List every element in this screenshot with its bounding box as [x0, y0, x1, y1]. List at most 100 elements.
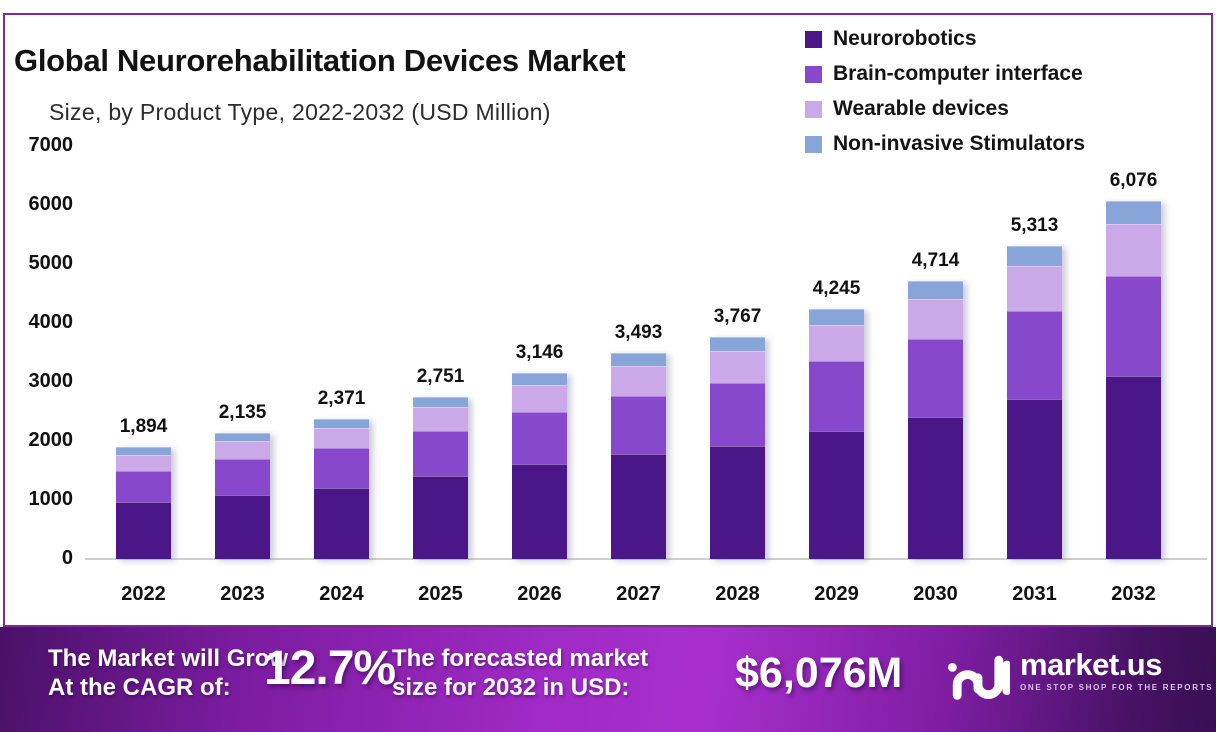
bar-segment-2032-non-invasive-stimulators: [1106, 200, 1161, 224]
legend-item-non-invasive-stimulators: Non-invasive Stimulators: [805, 132, 1085, 156]
bar-2023: [215, 433, 270, 559]
bar-segment-2023-neurorobotics: [215, 494, 270, 559]
bar-2025: [413, 396, 468, 559]
chart-subtitle: Size, by Product Type, 2022-2032 (USD Mi…: [49, 99, 551, 125]
bar-segment-2024-brain-computer-interface: [314, 448, 369, 488]
bar-segment-2022-neurorobotics: [116, 501, 171, 559]
bar-segment-2023-brain-computer-interface: [215, 459, 270, 495]
bar-segment-2028-neurorobotics: [710, 445, 765, 559]
bar-segment-2026-non-invasive-stimulators: [512, 373, 567, 386]
bar-segment-2027-wearable-devices: [611, 366, 666, 397]
x-tick-label-2023: 2023: [220, 583, 265, 605]
forecast-caption: The forecasted market size for 2032 in U…: [392, 644, 648, 702]
bar-segment-2028-wearable-devices: [710, 351, 765, 384]
bar-segment-2025-non-invasive-stimulators: [413, 396, 468, 408]
bar-segment-2026-wearable-devices: [512, 385, 567, 413]
y-tick-label: 0: [61, 547, 73, 569]
cagr-value: 12.7%: [264, 642, 396, 695]
x-tick-label-2022: 2022: [121, 583, 166, 605]
bar-segment-2029-neurorobotics: [809, 431, 864, 559]
y-tick-label: 5000: [28, 252, 74, 274]
bar-segment-2024-non-invasive-stimulators: [314, 419, 369, 429]
bar-total-label-2023: 2,135: [218, 402, 267, 424]
bar-segment-2027-brain-computer-interface: [611, 396, 666, 454]
legend-swatch-icon: [805, 100, 822, 118]
bar-segment-2026-neurorobotics: [512, 464, 567, 559]
bar-2032: [1106, 200, 1161, 559]
bar-total-label-2022: 1,894: [119, 416, 168, 438]
chart-card: Global Neurorehabilitation Devices Marke…: [3, 13, 1213, 627]
bar-segment-2031-neurorobotics: [1007, 399, 1062, 559]
y-tick-label: 7000: [28, 134, 74, 156]
legend-item-wearable-devices: Wearable devices: [805, 97, 1085, 121]
bar-2026: [512, 373, 567, 559]
bar-2031: [1007, 245, 1062, 559]
bar-total-label-2026: 3,146: [515, 342, 564, 364]
bar-segment-2030-non-invasive-stimulators: [908, 280, 963, 299]
bar-segment-2027-non-invasive-stimulators: [611, 352, 666, 367]
bar-total-label-2028: 3,767: [713, 305, 762, 327]
y-tick-label: 1000: [28, 488, 74, 510]
bar-segment-2031-brain-computer-interface: [1007, 311, 1062, 400]
forecast-caption-line1: The forecasted market: [392, 645, 649, 672]
logo-tagline: ONE STOP SHOP FOR THE REPORTS: [1020, 683, 1214, 692]
y-tick-label: 2000: [28, 429, 74, 451]
bar-segment-2023-wearable-devices: [215, 441, 270, 460]
x-tick-label-2028: 2028: [715, 583, 760, 605]
legend: Neurorobotics Brain-computer interface Wea…: [805, 27, 1085, 167]
market-us-logo-text: market.us ONE STOP SHOP FOR THE REPORTS: [1020, 647, 1214, 693]
market-us-logo-icon: [948, 655, 1010, 700]
x-tick-label-2032: 2032: [1111, 583, 1156, 605]
legend-label: Wearable devices: [833, 97, 1009, 120]
bar-segment-2025-brain-computer-interface: [413, 430, 468, 477]
forecast-value: $6,076M: [735, 649, 903, 697]
bar-2022: [116, 447, 171, 559]
bar-total-label-2025: 2,751: [416, 365, 465, 387]
legend-label: Neurorobotics: [833, 27, 977, 50]
bar-segment-2029-brain-computer-interface: [809, 361, 864, 432]
bar-total-label-2031: 5,313: [1010, 214, 1059, 236]
bar-segment-2024-neurorobotics: [314, 487, 369, 559]
bar-segment-2027-neurorobotics: [611, 453, 666, 559]
legend-swatch-icon: [805, 30, 822, 48]
x-tick-label-2025: 2025: [418, 583, 463, 605]
bar-segment-2030-brain-computer-interface: [908, 339, 963, 418]
chart-title: Global Neurorehabilitation Devices Marke…: [14, 43, 626, 78]
bar-segment-2023-non-invasive-stimulators: [215, 433, 270, 442]
bar-segment-2028-brain-computer-interface: [710, 383, 765, 446]
bar-segment-2032-brain-computer-interface: [1106, 275, 1161, 377]
logo-name: market.us: [1020, 647, 1162, 682]
bar-total-label-2032: 6,076: [1109, 169, 1158, 191]
bar-segment-2028-non-invasive-stimulators: [710, 336, 765, 352]
bar-segment-2029-wearable-devices: [809, 324, 864, 362]
legend-swatch-icon: [805, 135, 822, 153]
y-tick-label: 4000: [28, 311, 74, 333]
forecast-caption-line2: size for 2032 in USD:: [392, 674, 630, 701]
legend-label: Brain-computer interface: [833, 62, 1083, 85]
bar-2028: [710, 336, 765, 559]
bar-2024: [314, 419, 369, 559]
bar-segment-2022-wearable-devices: [116, 454, 171, 471]
bar-segment-2022-non-invasive-stimulators: [116, 447, 171, 455]
cagr-caption-line2: At the CAGR of:: [48, 674, 231, 701]
bar-total-label-2024: 2,371: [317, 388, 366, 410]
bar-2027: [611, 352, 666, 559]
bar-segment-2032-neurorobotics: [1106, 376, 1161, 559]
bar-2029: [809, 308, 864, 559]
cagr-caption: The Market will Grow At the CAGR of:: [48, 644, 288, 702]
bar-total-label-2027: 3,493: [614, 321, 663, 343]
legend-item-neurorobotics: Neurorobotics: [805, 27, 1085, 51]
x-tick-label-2030: 2030: [913, 583, 958, 605]
y-tick-label: 3000: [28, 370, 74, 392]
bar-total-label-2029: 4,245: [812, 277, 861, 299]
cagr-caption-line1: The Market will Grow: [48, 645, 289, 672]
bar-segment-2025-wearable-devices: [413, 407, 468, 431]
bar-segment-2026-brain-computer-interface: [512, 412, 567, 465]
bar-segment-2025-neurorobotics: [413, 476, 468, 559]
market-us-logo: market.us ONE STOP SHOP FOR THE REPORTS: [946, 649, 1213, 705]
x-tick-label-2024: 2024: [319, 583, 364, 605]
bar-segment-2031-wearable-devices: [1007, 265, 1062, 312]
bar-segment-2029-non-invasive-stimulators: [809, 308, 864, 325]
x-tick-label-2026: 2026: [517, 583, 562, 605]
y-tick-label: 6000: [28, 193, 74, 215]
